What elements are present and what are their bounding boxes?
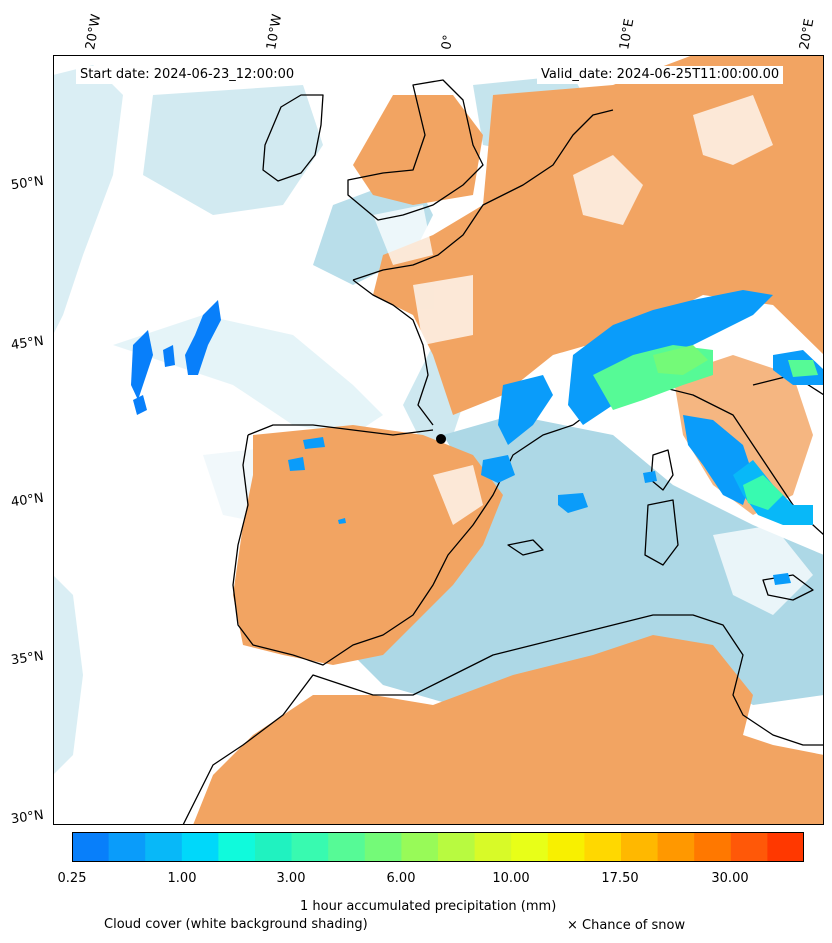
colorbar-segment	[255, 832, 293, 862]
coast-britain	[347, 79, 484, 221]
lon-label-0: 0°	[439, 33, 457, 51]
coast-north-africa	[182, 614, 824, 825]
coast-france-north	[352, 109, 614, 281]
snow-legend: × Chance of snow	[567, 918, 686, 933]
colorbar-tick-2: 3.00	[276, 871, 306, 886]
cloud-cover-legend: Cloud cover (white background shading)	[104, 917, 368, 932]
lon-label-10e: 10°E	[617, 17, 638, 52]
colorbar-segment	[584, 832, 622, 862]
coast-balearic	[507, 539, 544, 556]
location-marker	[436, 434, 446, 444]
colorbar-segment	[108, 832, 146, 862]
colorbar-segment	[438, 832, 476, 862]
colorbar-tick-4: 10.00	[492, 871, 530, 886]
valid-date-label: Valid_date: 2024-06-25T11:00:00.00	[537, 66, 784, 84]
colorbar-segment	[511, 832, 549, 862]
colorbar-segment	[694, 832, 732, 862]
colorbar-segment	[328, 832, 366, 862]
colorbar-segment	[145, 832, 183, 862]
precipitation-colorbar	[72, 832, 804, 862]
coast-sardinia	[644, 499, 679, 566]
colorbar-segment	[291, 832, 329, 862]
lon-label-10w: 10°W	[264, 13, 286, 52]
colorbar-segment	[621, 832, 659, 862]
coast-iberia-south-east	[292, 424, 574, 666]
colorbar-label: 1 hour accumulated precipitation (mm)	[300, 899, 557, 914]
precipitation-patches	[131, 290, 824, 585]
colorbar-tick-6: 30.00	[711, 871, 749, 886]
lon-label-20w: 20°W	[83, 13, 105, 52]
coast-iberia-west	[232, 434, 294, 656]
colorbar-segment	[401, 832, 439, 862]
coast-iberia-north	[247, 424, 434, 436]
colorbar-tick-3: 6.00	[386, 871, 416, 886]
colorbar-frame	[72, 832, 804, 862]
colorbar-tick-5: 17.50	[601, 871, 639, 886]
lat-label-50n: 50°N	[10, 173, 45, 194]
lat-label-30n: 30°N	[10, 807, 45, 828]
colorbar-tick-1: 1.00	[167, 871, 197, 886]
colorbar-tick-0: 0.25	[57, 871, 87, 886]
coast-ireland	[262, 94, 324, 182]
weather-map	[53, 55, 824, 825]
lat-label-40n: 40°N	[10, 490, 45, 511]
map-frame	[53, 55, 824, 825]
cloud-cover-white	[373, 95, 813, 615]
colorbar-segment	[767, 832, 804, 862]
colorbar-segment	[218, 832, 256, 862]
cloud-cover-orange	[193, 55, 824, 825]
colorbar-segment	[657, 832, 695, 862]
start-date-label: Start date: 2024-06-23_12:00:00	[76, 66, 299, 84]
colorbar-segment	[181, 832, 219, 862]
lat-label-45n: 45°N	[10, 333, 45, 354]
lat-label-35n: 35°N	[10, 648, 45, 669]
colorbar-segment	[730, 832, 768, 862]
colorbar-segment	[72, 832, 110, 862]
coast-bay-of-biscay	[352, 279, 434, 426]
colorbar-segment	[547, 832, 585, 862]
colorbar-segment	[364, 832, 402, 862]
lon-label-20e: 20°E	[797, 17, 818, 52]
colorbar-segment	[474, 832, 512, 862]
